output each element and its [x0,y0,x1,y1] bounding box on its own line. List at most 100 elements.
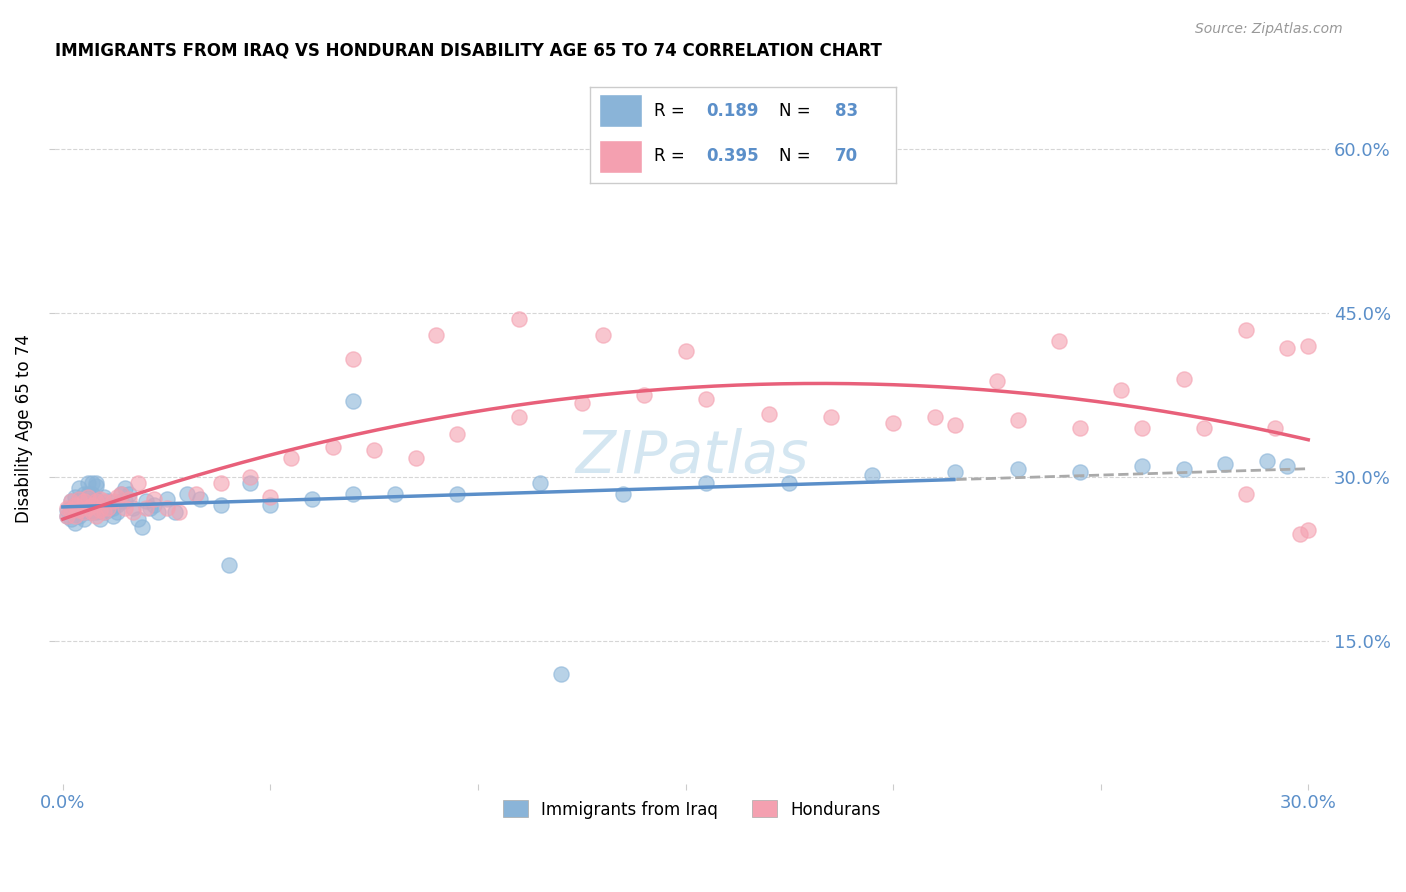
Point [80,505,103,519]
Point [89,492,111,507]
Point [80,498,103,512]
Point [508,410,530,425]
Point [163,505,186,519]
Point [84,479,107,493]
Point [239,475,262,490]
Point [695,475,717,490]
Point [84,508,107,523]
Point [218,558,240,572]
Legend: Immigrants from Iraq, Hondurans: Immigrants from Iraq, Hondurans [496,794,887,825]
Point [67,508,90,523]
Point [89,512,111,526]
Point [612,487,634,501]
Point [188,492,211,507]
Point [76,490,98,504]
Point [67,492,90,507]
Point [67,503,90,517]
Point [110,487,132,501]
Point [1130,459,1153,474]
Point [425,328,447,343]
Point [72,487,94,501]
Point [1111,383,1133,397]
Point [778,475,800,490]
Point [56,500,79,515]
Point [695,392,717,406]
Point [65,516,87,531]
Point [72,494,94,508]
Point [101,494,124,508]
Point [571,396,593,410]
Point [89,500,111,515]
Point [101,500,124,515]
Point [67,500,90,515]
Point [363,442,385,457]
Point [65,490,87,504]
Point [72,505,94,519]
Point [60,503,83,517]
Point [1007,413,1029,427]
Point [72,512,94,526]
Point [820,410,842,425]
Point [56,508,79,523]
Point [60,494,83,508]
Point [89,503,111,517]
Point [924,410,946,425]
Point [65,508,87,523]
Point [860,468,883,483]
Point [97,500,120,515]
Y-axis label: Disability Age 65 to 74: Disability Age 65 to 74 [15,334,32,523]
Point [143,492,166,507]
Point [139,500,162,515]
Point [84,505,107,519]
Point [945,417,967,432]
Point [84,475,107,490]
Point [105,498,128,512]
Text: ZIPatlas: ZIPatlas [575,428,808,485]
Point [67,481,90,495]
Point [1277,459,1299,474]
Point [1130,421,1153,435]
Point [72,498,94,512]
Point [342,352,364,367]
Point [60,500,83,515]
Point [84,494,107,508]
Point [1194,421,1216,435]
Point [97,503,120,517]
Point [882,416,904,430]
Point [167,505,190,519]
Point [1047,334,1070,348]
Point [143,498,166,512]
Point [184,487,207,501]
Point [76,494,98,508]
Point [72,505,94,519]
Point [529,475,551,490]
Point [80,505,103,519]
Point [84,498,107,512]
Point [80,475,103,490]
Point [280,450,302,465]
Point [56,503,79,517]
Point [156,492,179,507]
Point [209,475,232,490]
Point [1256,454,1278,468]
Point [131,519,153,533]
Point [101,508,124,523]
Point [110,494,132,508]
Point [259,490,281,504]
Point [118,487,141,501]
Point [1264,421,1286,435]
Point [322,440,344,454]
Point [550,667,572,681]
Point [118,492,141,507]
Point [1069,421,1091,435]
Point [60,494,83,508]
Point [122,505,145,519]
Point [97,494,120,508]
Point [127,475,149,490]
Point [93,498,115,512]
Point [1234,487,1257,501]
Point [93,490,115,504]
Point [65,498,87,512]
Point [446,426,468,441]
Point [93,505,115,519]
